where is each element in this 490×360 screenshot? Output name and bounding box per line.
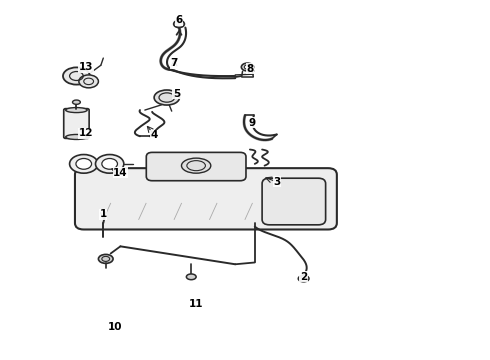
Text: 2: 2 [300,272,307,282]
Text: 13: 13 [79,62,94,72]
Ellipse shape [98,255,113,264]
Text: 10: 10 [108,322,123,332]
Text: 1: 1 [99,209,107,219]
FancyBboxPatch shape [75,168,337,229]
Ellipse shape [70,154,98,173]
Text: 9: 9 [249,118,256,128]
Ellipse shape [298,275,309,282]
FancyBboxPatch shape [262,178,326,225]
Ellipse shape [66,108,87,113]
Ellipse shape [63,67,90,85]
FancyBboxPatch shape [147,152,246,181]
Text: 8: 8 [246,64,253,74]
Text: 5: 5 [173,89,180,99]
Ellipse shape [73,100,80,104]
FancyBboxPatch shape [64,109,89,138]
Ellipse shape [66,134,87,139]
Text: 14: 14 [113,168,128,178]
Ellipse shape [186,274,196,280]
Ellipse shape [76,158,92,169]
Text: 6: 6 [175,15,183,26]
Ellipse shape [102,158,118,169]
Ellipse shape [96,154,124,173]
Text: 4: 4 [151,130,158,140]
Text: 12: 12 [79,129,94,138]
Ellipse shape [181,158,211,173]
Text: 11: 11 [189,299,203,309]
Ellipse shape [242,63,253,71]
Ellipse shape [245,65,250,69]
Ellipse shape [173,21,184,28]
Text: 3: 3 [273,177,280,187]
Text: 7: 7 [171,58,178,68]
Ellipse shape [79,75,98,88]
Ellipse shape [154,90,179,105]
